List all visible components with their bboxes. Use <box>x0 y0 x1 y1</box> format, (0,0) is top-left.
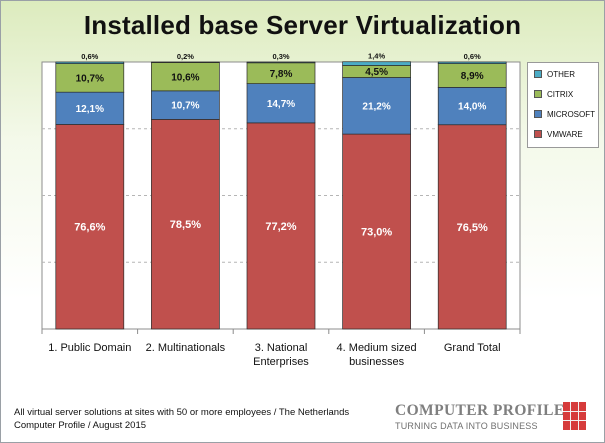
category-label: 3. National <box>255 342 308 354</box>
legend-label: CITRIX <box>547 89 574 99</box>
bar-segment-vmware <box>246 122 316 330</box>
data-label-vmware: 73,0% <box>361 227 392 239</box>
bar-segment-vmware <box>437 124 507 330</box>
bar-segment-microsoft <box>55 91 125 125</box>
chart-legend: OTHER CITRIX MICROSOFT VMWARE <box>527 62 599 148</box>
legend-item-vmware: VMWARE <box>534 128 583 140</box>
legend-label: VMWARE <box>547 129 583 139</box>
data-label-citrix: 8,9% <box>461 71 484 82</box>
category-label: 1. Public Domain <box>48 342 131 354</box>
legend-item-other: OTHER <box>534 68 575 80</box>
data-label-citrix: 4,5% <box>365 67 388 78</box>
bar-segment-vmware <box>151 119 220 330</box>
bar-segment-microsoft <box>342 77 411 135</box>
footnote: All virtual server solutions at sites wi… <box>14 406 349 432</box>
category-label: Enterprises <box>253 356 309 368</box>
footnote-line-1: All virtual server solutions at sites wi… <box>14 407 350 418</box>
bar-segment-other <box>55 61 125 64</box>
category-label: 2. Multinationals <box>146 342 226 354</box>
data-label-vmware: 77,2% <box>265 221 296 233</box>
footnote-line-2: Computer Profile / August 2015 <box>14 420 147 431</box>
logo-slogan: TURNING DATA INTO BUSINESS <box>395 421 538 431</box>
logo-name: COMPUTER PROFILE <box>395 402 565 419</box>
legend-label: MICROSOFT <box>547 109 595 119</box>
legend-item-microsoft: MICROSOFT <box>534 108 595 120</box>
legend-swatch <box>534 70 542 78</box>
data-label-other: 0,2% <box>177 52 194 61</box>
data-label-vmware: 76,5% <box>457 222 488 234</box>
data-label-microsoft: 14,7% <box>267 99 295 110</box>
data-label-citrix: 10,7% <box>76 73 104 84</box>
bar-segment-other <box>151 61 220 63</box>
legend-swatch <box>534 130 542 138</box>
data-label-microsoft: 14,0% <box>458 102 486 113</box>
bar-segment-vmware <box>55 124 125 330</box>
data-label-other: 0,3% <box>272 52 289 61</box>
logo-mark-icon <box>563 402 586 430</box>
legend-swatch <box>534 90 542 98</box>
chart-title: Installed base Server Virtualization <box>83 10 522 40</box>
bar-segment-other <box>342 61 411 66</box>
bar-segment-microsoft <box>246 83 316 124</box>
bar-segment-citrix <box>151 62 220 92</box>
data-label-other: 1,4% <box>368 52 385 61</box>
legend-swatch <box>534 110 542 118</box>
data-label-vmware: 76,6% <box>74 222 105 234</box>
data-label-other: 0,6% <box>81 52 98 61</box>
data-label-vmware: 78,5% <box>170 219 201 231</box>
bar-segment-vmware <box>342 133 411 330</box>
bar-segment-other <box>437 61 507 64</box>
category-label: Grand Total <box>444 342 501 354</box>
bar-segment-microsoft <box>437 87 507 126</box>
bar-segment-other <box>246 61 316 64</box>
company-logo: COMPUTER PROFILE TURNING DATA INTO BUSIN… <box>393 401 593 435</box>
legend-label: OTHER <box>547 69 575 79</box>
category-label: businesses <box>349 356 405 368</box>
data-label-microsoft: 12,1% <box>76 104 104 115</box>
data-label-citrix: 7,8% <box>270 69 293 80</box>
data-label-microsoft: 10,7% <box>171 101 199 112</box>
data-label-citrix: 10,6% <box>171 72 199 83</box>
data-label-microsoft: 21,2% <box>362 101 390 112</box>
category-label: 4. Medium sized <box>337 342 417 354</box>
legend-item-citrix: CITRIX <box>534 88 573 100</box>
data-label-other: 0,6% <box>464 52 481 61</box>
bar-segment-citrix <box>55 63 125 93</box>
